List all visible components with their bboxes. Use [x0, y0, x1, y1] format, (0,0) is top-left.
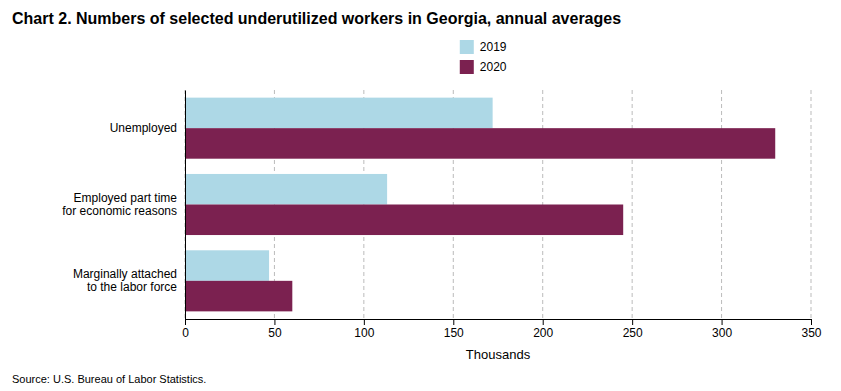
x-tick-label: 300: [712, 326, 732, 340]
x-tick-mark: [543, 319, 544, 325]
y-tick-label: Employed part timefor economic reasons: [62, 191, 177, 218]
series: [185, 128, 775, 311]
y-tick-label: Unemployed: [110, 121, 177, 135]
y-tick: Marginally attachedto the labor force: [73, 267, 185, 294]
x-axis-title: Thousands: [466, 347, 531, 362]
y-tick: Unemployed: [110, 121, 185, 135]
y-tick-label-line: Marginally attached: [73, 267, 177, 281]
x-tick: 150: [444, 319, 464, 340]
grid-line: [811, 90, 812, 319]
series: [185, 98, 493, 281]
y-tick-label-line: Unemployed: [110, 121, 177, 135]
x-tick-label: 50: [268, 326, 282, 340]
legend-swatch: [460, 40, 474, 54]
x-tick-mark: [453, 319, 454, 325]
x-tick-mark: [811, 319, 812, 325]
x-tick-mark: [632, 319, 633, 325]
x-tick-label: 0: [182, 326, 189, 340]
x-tick-mark: [722, 319, 723, 325]
legend: 2019 2020: [460, 40, 507, 74]
x-tick-label: 150: [444, 326, 464, 340]
grid-line: [721, 90, 722, 319]
x-tick: 200: [533, 319, 553, 340]
legend-label: 2019: [480, 40, 507, 54]
x-tick: 250: [623, 319, 643, 340]
y-tick-label-line: Employed part time: [74, 191, 178, 205]
bar: [185, 250, 269, 281]
y-tick-label-line: for economic reasons: [62, 204, 177, 218]
bar: [185, 205, 623, 236]
grid-line: [632, 90, 633, 319]
x-tick: 300: [712, 319, 732, 340]
x-tick: 100: [354, 319, 374, 340]
x-tick-label: 100: [354, 326, 374, 340]
bar: [185, 128, 775, 159]
x-tick: 350: [801, 319, 821, 340]
x-tick-label: 250: [623, 326, 643, 340]
chart: Chart 2. Numbers of selected underutiliz…: [0, 0, 841, 391]
x-tick-label: 350: [801, 326, 821, 340]
y-tick-label-line: to the labor force: [87, 280, 177, 294]
bar: [185, 281, 292, 312]
x-axis-line: [186, 320, 812, 326]
source: Source: U.S. Bureau of Labor Statistics.: [12, 373, 206, 385]
y-axis: Unemployed Employed part timefor economic…: [62, 91, 185, 320]
x-tick: 0: [182, 319, 189, 340]
x-tick: 50: [268, 319, 282, 340]
y-tick: Employed part timefor economic reasons: [62, 191, 185, 218]
title: Chart 2. Numbers of selected underutiliz…: [12, 10, 621, 27]
bars: [185, 98, 775, 312]
bar: [185, 174, 387, 205]
plot: 0 50 100 150 200 250 300 350 Thousands Unemployed…: [62, 90, 822, 362]
grid-line: [185, 90, 186, 319]
y-axis-line: [185, 91, 186, 320]
bar: [185, 98, 493, 129]
x-tick-label: 200: [533, 326, 553, 340]
grid: [185, 90, 811, 319]
legend-swatch: [460, 60, 474, 74]
x-tick-mark: [274, 319, 275, 325]
legend-item: 2020: [460, 60, 507, 74]
legend-item: 2019: [460, 40, 507, 54]
x-axis: 0 50 100 150 200 250 300 350: [182, 319, 822, 340]
y-tick-label: Marginally attachedto the labor force: [73, 267, 177, 294]
x-tick-mark: [185, 319, 186, 325]
legend-label: 2020: [480, 60, 507, 74]
x-tick-mark: [364, 319, 365, 325]
